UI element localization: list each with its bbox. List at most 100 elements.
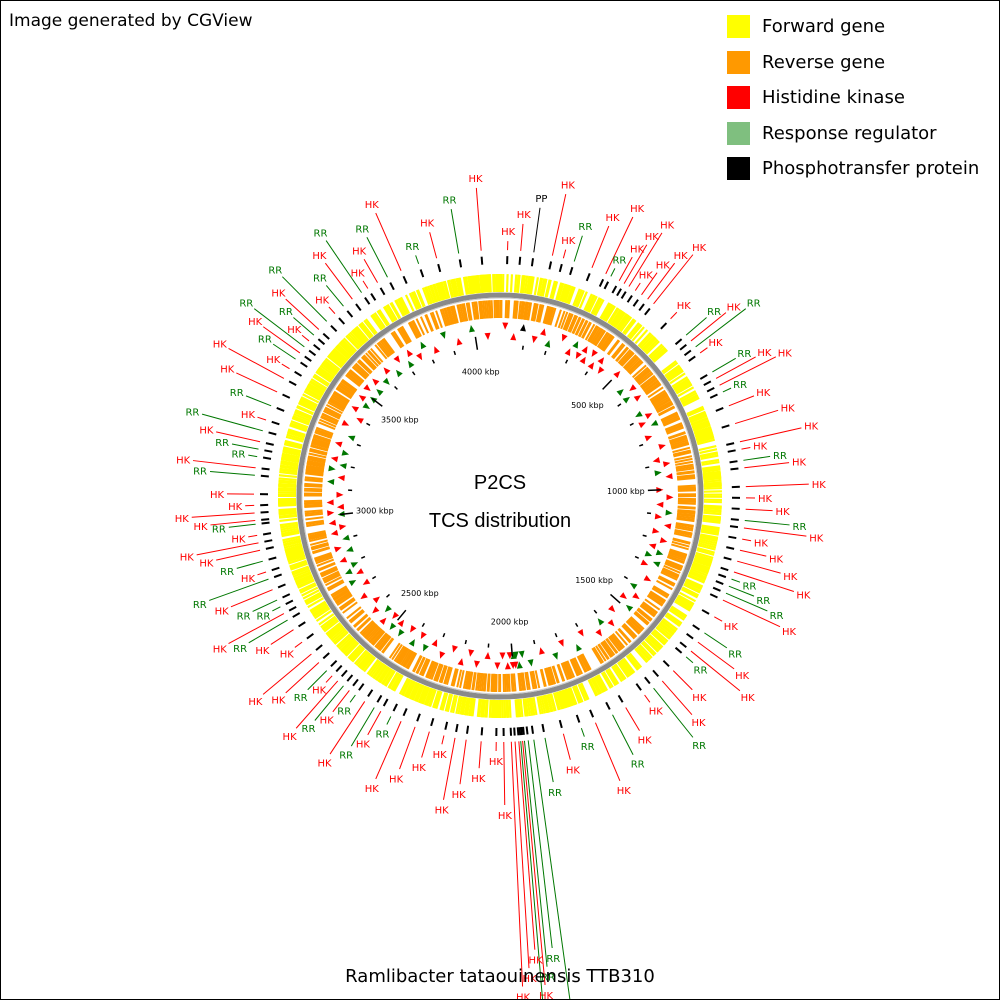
forward-gene: [638, 644, 653, 659]
ruler-label: 4000 kbp: [462, 367, 500, 376]
forward-gene: [592, 298, 603, 316]
callout-label: HK: [781, 403, 796, 414]
feature-tick: [268, 556, 277, 561]
callout-label: HK: [228, 502, 243, 513]
reverse-gene: [517, 300, 522, 320]
forward-gene: [572, 288, 581, 307]
legend-item-forward-gene: Forward gene: [727, 9, 979, 45]
feature-tick: [644, 676, 651, 685]
forward-gene: [315, 609, 333, 622]
tcs-marker: [597, 357, 605, 365]
forward-gene: [636, 646, 651, 661]
forward-gene: [540, 695, 547, 714]
tcs-marker: [398, 628, 405, 637]
callout-label: HK: [754, 538, 769, 549]
reverse-gene: [592, 328, 604, 345]
tcs-marker: [635, 410, 643, 418]
reverse-gene: [556, 664, 565, 682]
callout-label: HK: [389, 774, 404, 785]
callout-label: HK: [756, 388, 771, 399]
callout-line: [591, 225, 610, 269]
feature-tick: [569, 266, 574, 276]
reverse-gene: [346, 372, 363, 385]
feature-tick: [674, 646, 683, 654]
reverse-gene: [584, 323, 596, 341]
feature-tick: [589, 709, 595, 718]
tcs-marker: [328, 519, 337, 526]
feature-tick: [298, 621, 306, 628]
reverse-gene: [607, 339, 621, 356]
reverse-gene: [666, 555, 685, 564]
reverse-gene: [471, 301, 476, 320]
forward-gene: [689, 414, 708, 424]
feature-tick: [389, 282, 395, 291]
reverse-gene: [379, 340, 393, 356]
feature-tick: [729, 525, 739, 529]
tcs-marker: [327, 479, 335, 485]
callout-line: [363, 258, 378, 283]
ruler-tick: [339, 512, 354, 516]
ruler-tick: [386, 593, 391, 598]
callout-line: [704, 632, 728, 649]
tcs-marker: [341, 419, 350, 426]
callout-line: [257, 571, 267, 576]
callout-label: HK: [469, 174, 484, 185]
reverse-gene: [531, 670, 537, 689]
feature-tick: [715, 580, 724, 585]
callout-label: HK: [489, 757, 504, 768]
tcs-marker: [494, 662, 501, 670]
forward-gene: [671, 376, 689, 388]
forward-gene: [578, 291, 588, 309]
tcs-marker: [575, 351, 582, 360]
forward-gene: [698, 542, 717, 549]
callout-line: [421, 731, 430, 758]
reverse-gene: [304, 509, 323, 513]
callout-line: [722, 599, 781, 628]
reverse-gene: [569, 659, 579, 677]
tcs-marker: [338, 524, 347, 531]
callout-line: [230, 589, 273, 608]
reverse-gene: [493, 300, 496, 319]
feature-tick: [282, 593, 291, 599]
callout-line: [745, 483, 809, 488]
feature-tick: [525, 726, 529, 735]
reverse-gene: [306, 464, 325, 470]
forward-gene: [681, 394, 699, 406]
forward-gene: [465, 276, 470, 295]
callout-line: [731, 578, 741, 583]
forward-gene: [537, 277, 544, 296]
callout-label: HK: [248, 317, 263, 328]
callout-line: [685, 656, 694, 664]
tcs-marker: [577, 628, 584, 637]
callout-label: HK: [266, 355, 281, 366]
tcs-marker: [358, 395, 367, 402]
callout-line: [741, 446, 751, 450]
reverse-gene: [459, 670, 465, 689]
forward-gene: [279, 467, 298, 473]
feature-tick: [271, 420, 280, 426]
callout-label: RR: [256, 611, 270, 622]
legend-label: Reverse gene: [762, 51, 886, 73]
reverse-gene: [677, 510, 696, 515]
forward-gene: [642, 337, 657, 352]
reverse-gene: [488, 300, 492, 319]
tcs-marker: [622, 396, 630, 404]
forward-gene: [318, 366, 335, 379]
forward-gene: [292, 569, 311, 578]
forward-gene: [574, 289, 583, 307]
forward-gene: [378, 309, 390, 326]
callout-line: [429, 232, 438, 259]
ruler-tick: [584, 371, 589, 376]
callout-label: RR: [631, 760, 645, 771]
forward-gene: [600, 672, 612, 689]
forward-gene: [675, 383, 693, 395]
callout-label: RR: [612, 255, 626, 266]
reverse-gene: [507, 300, 511, 319]
reverse-gene: [446, 667, 453, 685]
forward-gene: [288, 556, 306, 565]
forward-gene: [339, 637, 355, 652]
tcs-marker: [356, 568, 364, 575]
callout-line: [594, 722, 621, 781]
ruler-tick: [593, 609, 598, 614]
forward-gene: [278, 513, 297, 518]
